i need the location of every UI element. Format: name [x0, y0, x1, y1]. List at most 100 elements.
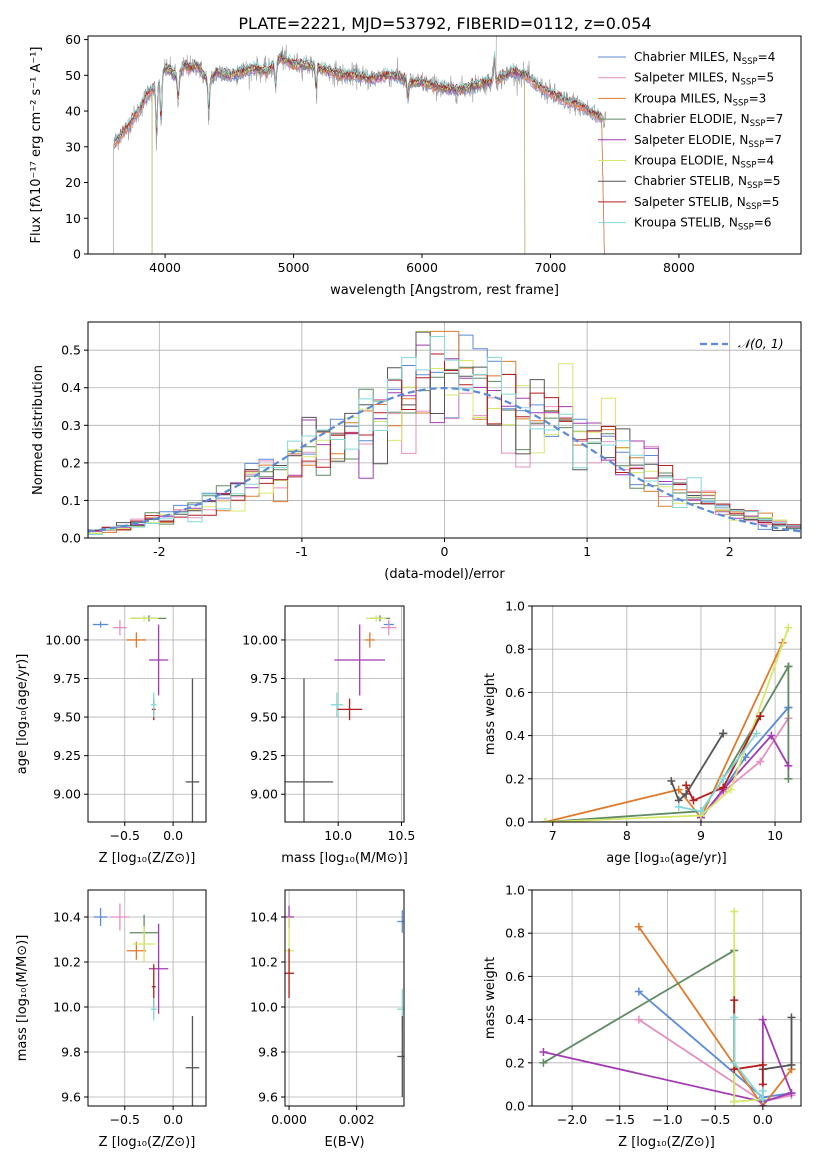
y-tick-label: 9.75 — [53, 671, 81, 686]
errorbar-point-chabrier-miles — [93, 908, 108, 926]
weight-marker-kroupa-elodie — [730, 907, 739, 916]
axes-frame-weight-vs-z: −2.0 −1.5 −1.0 −0.5 0.0 0.0 0.2 0.4 0.6 0.8 1.0 Z [… — [483, 883, 802, 1150]
y-tick-label: 10 — [65, 211, 81, 226]
legend-entry-normal: 𝒩(0, 1) — [738, 336, 784, 351]
y-axis-label: mass [log₁₀(M/M⊙)] — [15, 935, 30, 1062]
plot-area-spectrum — [113, 36, 606, 254]
plot-area-weight-vs-z — [539, 907, 796, 1106]
model-spectrum-salpeter-stelib — [113, 51, 602, 141]
x-axis-label: E(B-V) — [324, 1135, 364, 1150]
weight-marker-salpeter-stelib — [758, 1060, 767, 1069]
y-tick-label: 9.8 — [258, 1045, 278, 1060]
axes-frame-age-vs-mass: 10.0 10.5 9.00 9.25 9.50 9.75 10.00 mass [log₁₀… — [242, 605, 415, 866]
errorbar-point-salpeter-stelib — [336, 698, 363, 721]
x-axis-label: wavelength [Angstrom, rest frame] — [330, 283, 559, 298]
plot-area-age-vs-mass — [285, 615, 397, 822]
errorbar-point-chabrier-stelib — [185, 678, 200, 822]
y-tick-label: 10.0 — [53, 1000, 81, 1015]
axes-frame — [87, 605, 207, 823]
y-tick-label: 9.50 — [250, 710, 278, 725]
weight-marker-salpeter-stelib — [756, 712, 765, 721]
x-tick-label: −0.5 — [110, 828, 140, 843]
weight-marker-chabrier-elodie — [784, 774, 793, 783]
legend-label: Chabrier MILES, N — [634, 50, 742, 64]
y-tick-label: 0.2 — [505, 1055, 525, 1070]
weight-line-kroupa-elodie — [733, 911, 763, 1103]
plot-area-weight-vs-age — [541, 623, 793, 822]
weight-line-chabrier-elodie — [545, 663, 790, 822]
model-spectrum-kroupa-stelib — [113, 49, 602, 143]
y-tick-label: 9.8 — [61, 1045, 81, 1060]
y-axis-label: Flux [fλ10⁻¹⁷ erg cm⁻² s⁻¹ A⁻¹] — [29, 47, 44, 244]
weight-marker-kroupa-elodie — [730, 1097, 739, 1106]
legend-subscript: SSP — [741, 78, 757, 88]
weight-marker-chabrier-stelib — [667, 776, 676, 785]
y-tick-label: 0.8 — [505, 926, 525, 941]
legend-label: Chabrier ELODIE, N — [634, 112, 750, 126]
x-tick-label: 9 — [697, 828, 705, 843]
legend-subscript: SSP — [741, 161, 757, 171]
errorbar-point-kroupa-miles — [364, 632, 375, 648]
weight-marker-kroupa-elodie — [726, 785, 735, 794]
errorbar-point-kroupa-miles — [126, 941, 147, 960]
weight-line-kroupa-stelib — [678, 732, 758, 813]
y-tick-label: 9.00 — [53, 787, 81, 802]
errorbar-point-salpeter-stelib — [285, 948, 295, 998]
errorbar-point-kroupa-elodie — [129, 615, 159, 622]
errorbar-point-salpeter-miles — [381, 619, 397, 636]
weight-marker-chabrier-stelib — [682, 789, 691, 798]
histogram-chabrier-stelib — [88, 331, 801, 531]
legend-label: Chabrier STELIB, N — [634, 174, 747, 188]
legend-value: =5 — [762, 195, 780, 209]
legend-value: =5 — [756, 71, 774, 85]
y-tick-label: 20 — [65, 175, 81, 190]
legend-entry-chabrier-miles: Chabrier MILES, NSSP=4 — [634, 50, 775, 67]
errorbar-point-kroupa-elodie — [366, 615, 387, 622]
weight-marker-kroupa-stelib — [758, 1086, 767, 1095]
y-tick-label: 9.6 — [258, 1090, 278, 1105]
x-tick-label: 1 — [583, 544, 591, 559]
legend-label: Kroupa MILES, N — [634, 91, 733, 105]
legend-subscript: SSP — [748, 140, 764, 150]
weight-marker-kroupa-stelib — [674, 802, 683, 811]
axes-frame — [284, 889, 405, 1107]
histogram-kroupa-stelib — [88, 336, 801, 535]
y-tick-label: 1.0 — [505, 883, 525, 898]
weight-marker-chabrier-stelib — [787, 1060, 796, 1069]
y-tick-label: 0.0 — [61, 531, 81, 546]
errorbar-point-kroupa-stelib — [150, 692, 157, 718]
plot-area-residuals — [88, 330, 801, 535]
y-axis-label: Normed distribution — [31, 365, 46, 495]
legend-value: =7 — [766, 112, 784, 126]
y-axis-label: mass weight — [483, 673, 498, 755]
legend-value: =3 — [749, 91, 767, 105]
y-tick-label: 10.00 — [45, 632, 81, 647]
legend-entry-chabrier-stelib: Chabrier STELIB, NSSP=5 — [634, 174, 781, 191]
weight-marker-salpeter-stelib — [689, 796, 698, 805]
x-axis-label: age [log₁₀(age/yr)] — [606, 851, 727, 866]
weight-marker-salpeter-miles — [756, 757, 765, 766]
panel-age-vs-z: −0.5 0.0 9.00 9.25 9.50 9.75 10.00 Z [log₁₀(Z/Z… — [15, 605, 207, 866]
errorbar-point-salpeter-miles — [110, 903, 130, 931]
weight-marker-salpeter-stelib — [730, 996, 739, 1005]
y-tick-label: 9.00 — [250, 787, 278, 802]
panel-residuals: -2 -1 0 1 2 0.0 0.1 0.2 0.3 0.4 0.5 (data-model)/er… — [31, 321, 802, 582]
weight-marker-kroupa-miles — [634, 922, 643, 931]
y-tick-label: 0.4 — [61, 380, 81, 395]
errorbar-point-kroupa-elodie — [132, 926, 156, 962]
x-tick-label: 0.0 — [163, 1112, 183, 1127]
plot-area-mass-vs-z — [93, 903, 200, 1106]
x-axis-label: (data-model)/error — [384, 567, 505, 582]
axes-frame-residuals: -2 -1 0 1 2 0.0 0.1 0.2 0.3 0.4 0.5 (data-model)/er… — [31, 321, 802, 582]
legend-value: =4 — [756, 154, 774, 168]
legend-subscript: SSP — [747, 181, 763, 191]
y-tick-label: 0.4 — [505, 728, 525, 743]
y-tick-label: 0 — [73, 247, 81, 262]
y-tick-label: 0.5 — [61, 343, 81, 358]
y-tick-label: 0.6 — [505, 685, 525, 700]
panel-age-vs-mass: 10.0 10.5 9.00 9.25 9.50 9.75 10.00 mass [log₁₀… — [242, 605, 415, 866]
errorbar-point-chabrier-miles — [92, 621, 109, 628]
x-tick-label: 6000 — [406, 260, 438, 275]
x-tick-label: 0.0 — [753, 1112, 773, 1127]
